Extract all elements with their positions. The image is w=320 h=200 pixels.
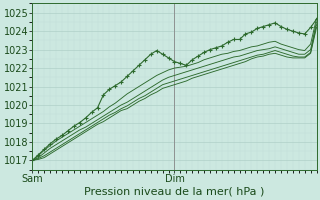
X-axis label: Pression niveau de la mer( hPa ): Pression niveau de la mer( hPa ) [84, 187, 265, 197]
